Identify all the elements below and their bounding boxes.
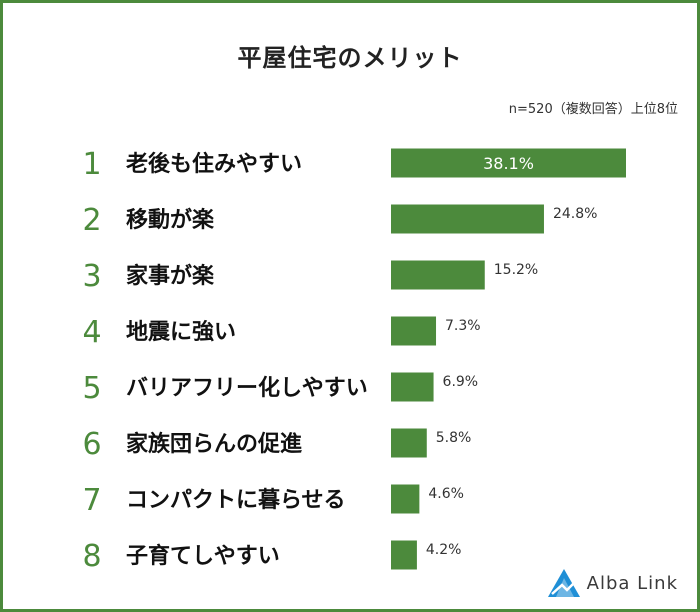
category-label: 家事が楽	[126, 263, 215, 289]
logo: Alba Link	[547, 568, 678, 598]
category-label: コンパクトに暮らせる	[126, 488, 346, 513]
category-label: 子育てしやすい	[126, 543, 280, 569]
rank-number: 8	[82, 539, 101, 574]
bar	[391, 540, 417, 570]
value-label: 38.1%	[483, 154, 534, 173]
rank-number: 6	[82, 427, 101, 462]
sample-note: n=520（複数回答）上位8位	[508, 102, 678, 117]
bar	[391, 148, 626, 178]
value-label: 4.6%	[428, 486, 464, 502]
bar	[391, 428, 427, 458]
logo-icon	[547, 569, 580, 597]
value-label: 15.2%	[494, 262, 538, 278]
bar	[391, 260, 485, 290]
value-label: 24.8%	[553, 206, 597, 222]
rank-number: 7	[82, 483, 101, 518]
value-label: 6.9%	[443, 374, 479, 390]
category-label: 地震に強い	[126, 319, 236, 345]
bar	[391, 484, 420, 514]
rank-number: 2	[82, 203, 101, 238]
value-label: 4.2%	[426, 542, 462, 558]
category-label: 移動が楽	[126, 207, 215, 233]
rank-number: 4	[82, 315, 101, 350]
category-label: 老後も住みやすい	[125, 151, 302, 177]
bar	[391, 204, 544, 234]
category-label: バリアフリー化しやすい	[126, 375, 368, 401]
category-label: 家族団らんの促進	[126, 431, 302, 457]
bar	[391, 316, 437, 346]
chart-title: 平屋住宅のメリット	[237, 44, 463, 72]
logo-text: Alba Link	[586, 572, 678, 594]
rank-number: 1	[82, 147, 101, 182]
rank-number: 5	[82, 371, 101, 406]
value-label: 5.8%	[436, 430, 472, 446]
rank-number: 3	[82, 259, 101, 294]
value-label: 7.3%	[445, 318, 481, 334]
bar	[391, 372, 434, 402]
